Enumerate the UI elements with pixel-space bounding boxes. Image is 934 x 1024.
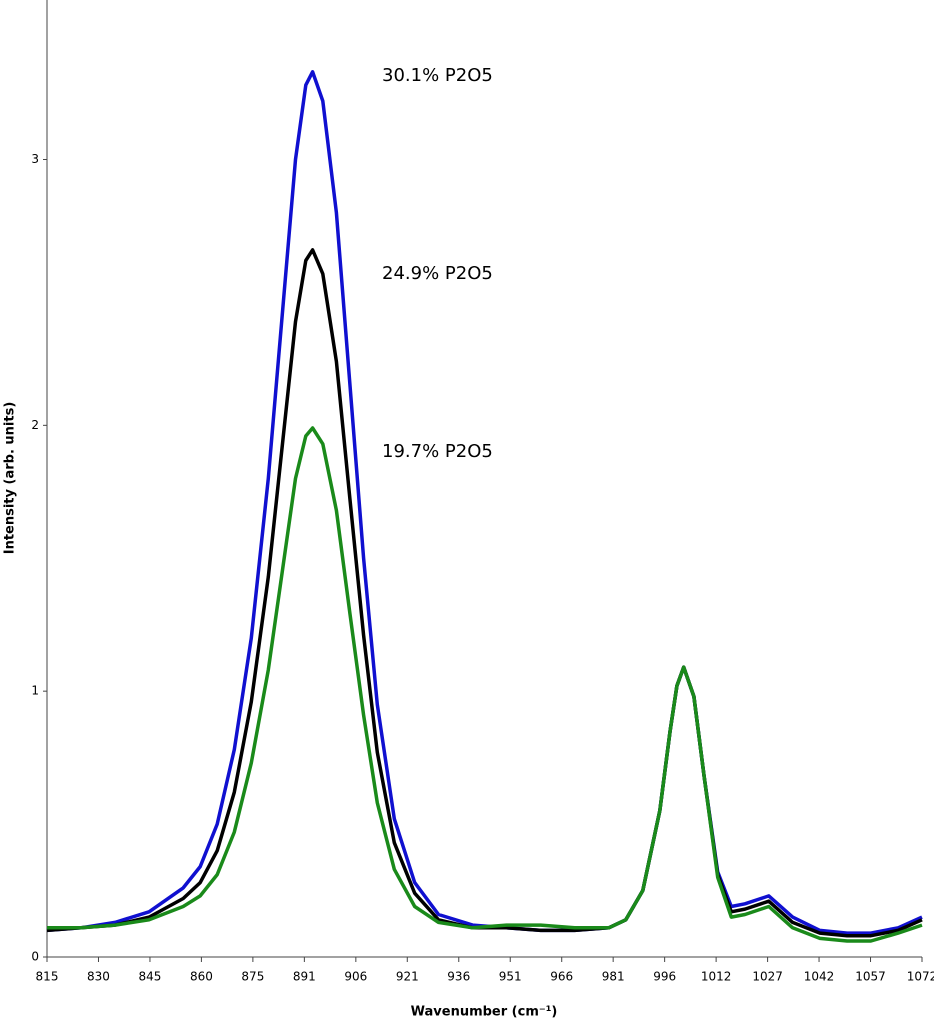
x-tick-label: 951 <box>499 970 522 984</box>
series-label: 24.9% P2O5 <box>382 263 493 284</box>
x-tick-label: 1042 <box>804 970 835 984</box>
x-tick-label: 830 <box>87 970 110 984</box>
x-tick-label: 1027 <box>752 970 783 984</box>
y-tick-label: 1 <box>31 684 39 698</box>
x-tick-label: 1012 <box>701 970 732 984</box>
series-line <box>46 70 923 935</box>
x-tick-label: 891 <box>293 970 316 984</box>
x-tick-label: 906 <box>344 970 367 984</box>
x-tick-label: 966 <box>550 970 573 984</box>
x-tick-label: 860 <box>190 970 213 984</box>
series-line <box>46 248 923 938</box>
y-tick-label: 3 <box>31 152 39 166</box>
x-tick-label: 936 <box>447 970 470 984</box>
x-tick-label: 845 <box>139 970 162 984</box>
y-axis-label: Intensity (arb. units) <box>3 402 18 555</box>
series-line <box>47 426 923 943</box>
x-tick-label: 921 <box>396 970 419 984</box>
y-tick-label: 0 <box>31 950 39 964</box>
x-tick-label: 1057 <box>855 970 886 984</box>
x-tick-label: 1072 <box>907 970 934 984</box>
x-tick-label: 875 <box>241 970 264 984</box>
x-tick-label: 815 <box>36 970 59 984</box>
series-label: 19.7% P2O5 <box>382 441 493 462</box>
series-label: 30.1% P2O5 <box>382 65 493 86</box>
y-tick-label: 2 <box>31 418 39 432</box>
x-tick-label: 996 <box>653 970 676 984</box>
x-axis-label: Wavenumber (cm⁻¹) <box>411 1005 558 1020</box>
x-tick-label: 981 <box>602 970 625 984</box>
